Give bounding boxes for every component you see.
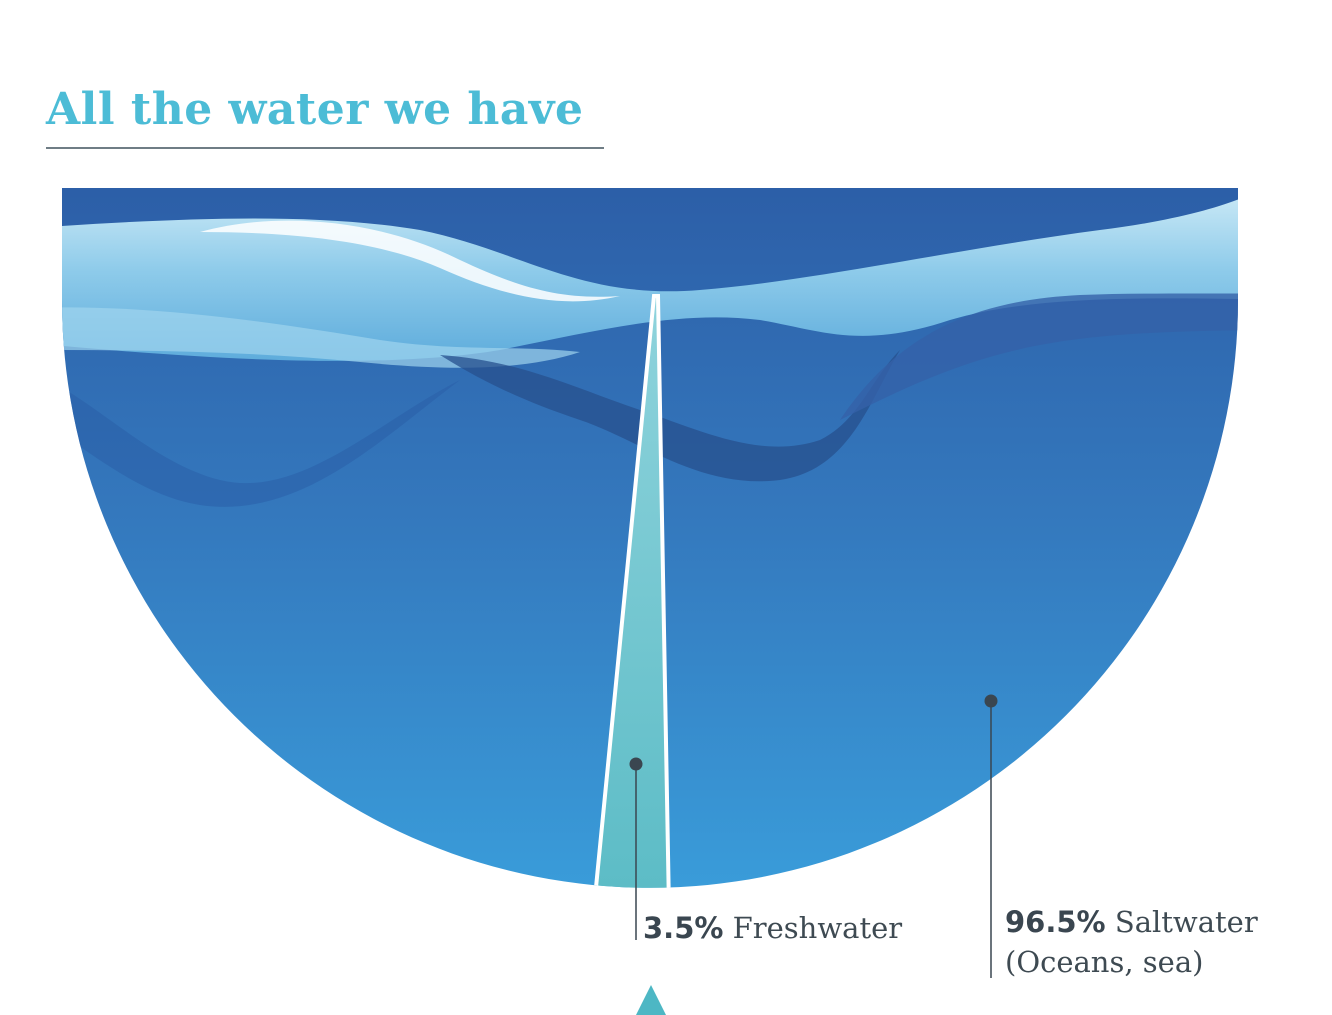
freshwater-slice <box>593 294 671 888</box>
saltwater-marker <box>984 694 998 708</box>
saltwater-name: Saltwater <box>1114 905 1258 939</box>
freshwater-name: Freshwater <box>732 911 903 945</box>
saltwater-label: 96.5% Saltwater (Oceans, sea) <box>1005 902 1258 982</box>
left-wave-shade <box>62 360 460 507</box>
surface-wave-mid <box>62 307 580 368</box>
surface-wave-foam <box>200 220 620 302</box>
freshwater-label: 3.5% Freshwater <box>643 908 902 948</box>
freshwater-percent: 3.5% <box>643 911 724 945</box>
right-wave <box>840 292 1238 420</box>
saltwater-percent: 96.5% <box>1005 905 1106 939</box>
freshwater-marker <box>629 757 643 771</box>
chart-title: All the water we have <box>46 84 584 135</box>
deep-swirl <box>440 350 900 482</box>
down-pointer-triangle <box>636 985 666 1015</box>
title-underline <box>46 147 604 149</box>
water-bowl <box>62 188 1238 888</box>
saltwater-note: (Oceans, sea) <box>1005 945 1204 979</box>
